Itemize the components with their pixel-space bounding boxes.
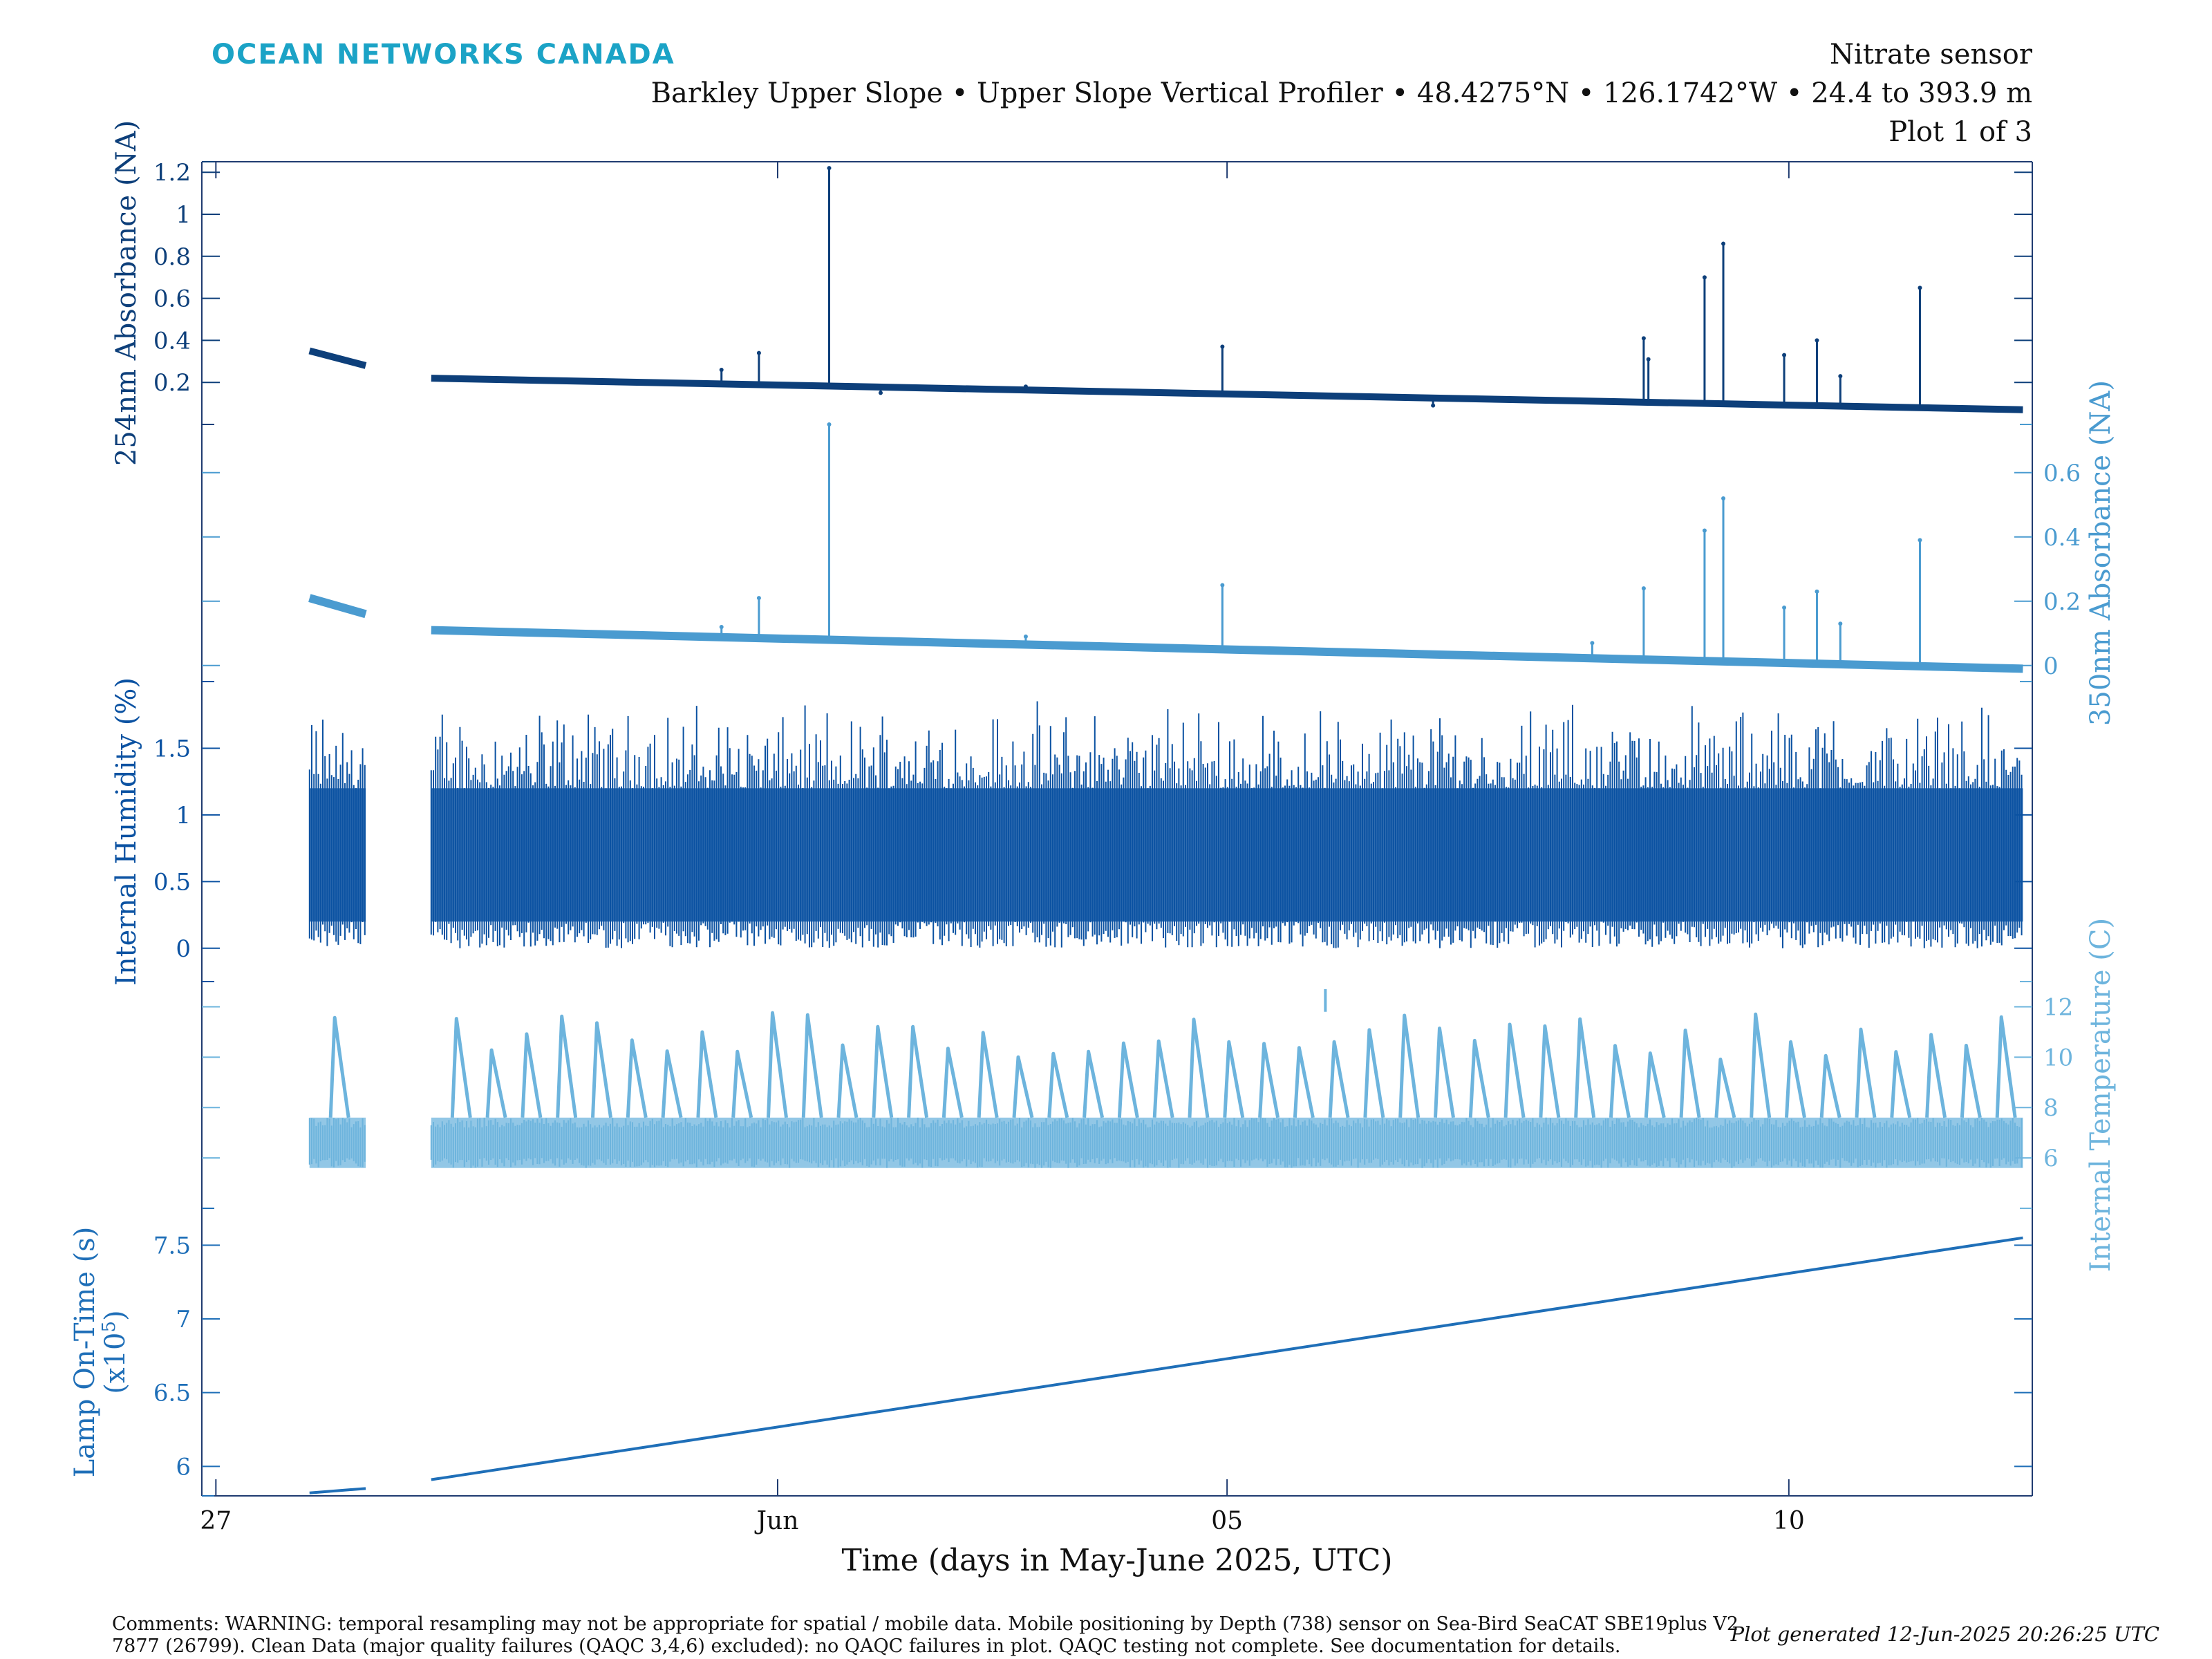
y-tick-label-abs254: 0.6 bbox=[153, 285, 191, 313]
spike-point-abs254 bbox=[827, 166, 832, 171]
spike-point-abs254 bbox=[1641, 336, 1646, 341]
spike-point-abs254 bbox=[1023, 384, 1028, 389]
series-trace-temperature bbox=[308, 1118, 366, 1168]
panel-lamp: 6 6.5 7 7.5 Lamp On-Time (s)(x105) bbox=[69, 1208, 2032, 1497]
spike-point-abs350 bbox=[1815, 589, 1819, 594]
series-trace-temperature bbox=[430, 1117, 2023, 1168]
spike-point-abs254 bbox=[583, 378, 588, 383]
y-tick-label-abs350: 0.2 bbox=[2043, 588, 2081, 616]
y-tick-label-temperature: 10 bbox=[2043, 1044, 2073, 1071]
series-peaks-temperature bbox=[328, 1015, 350, 1118]
y-tick-label-abs254: 1.2 bbox=[153, 159, 191, 187]
panels: 0.2 0.4 0.6 0.8 1 1.2 254nm Absorbance (NA) 0 0.… bbox=[69, 120, 2117, 1497]
y-axis-label-temperature: Internal Temperature (C) bbox=[2085, 918, 2117, 1272]
spike-point-abs254 bbox=[1721, 241, 1726, 246]
x-axis: 27 Jun 05 10 bbox=[200, 162, 1805, 1535]
series-line-abs254 bbox=[308, 347, 367, 369]
x-tick-label: 05 bbox=[1211, 1507, 1243, 1535]
spike-point-abs350 bbox=[1641, 586, 1646, 591]
spike-point-abs254 bbox=[1431, 403, 1436, 408]
y-tick-label-lamp: 7.5 bbox=[153, 1232, 191, 1259]
y-tick-label-abs350: 0 bbox=[2043, 653, 2059, 680]
y-tick-label-abs350: 0.6 bbox=[2043, 460, 2081, 487]
spike-point-abs254 bbox=[1702, 275, 1707, 280]
spike-point-abs350 bbox=[1702, 528, 1707, 533]
chart-title: Nitrate sensor bbox=[1830, 39, 2033, 71]
y-tick-label-temperature: 6 bbox=[2043, 1145, 2059, 1172]
chart-subtitle: Barkley Upper Slope • Upper Slope Vertic… bbox=[651, 77, 2032, 109]
spike-point-abs254 bbox=[1838, 374, 1843, 379]
y-axis-label-humidity: Internal Humidity (%) bbox=[111, 677, 142, 986]
series-trace-humidity bbox=[308, 720, 366, 946]
y-axis-label-abs254: 254nm Absorbance (NA) bbox=[111, 120, 142, 466]
y-tick-label-lamp: 7 bbox=[176, 1306, 191, 1333]
spike-point-abs350 bbox=[719, 624, 724, 629]
series-line-abs254 bbox=[431, 375, 2023, 413]
series-peaks-temperature bbox=[450, 1011, 2017, 1118]
spike-point-abs254 bbox=[1918, 285, 1922, 290]
y-tick-label-abs254: 0.2 bbox=[153, 369, 191, 397]
panel-temperature: 6 8 10 12 Internal Temperature (C) bbox=[202, 918, 2117, 1272]
plot-frame bbox=[201, 161, 2033, 1497]
y-tick-label-abs254: 0.8 bbox=[153, 243, 191, 271]
plot-index: Plot 1 of 3 bbox=[1888, 116, 2032, 148]
spike-point-abs254 bbox=[878, 391, 883, 395]
y-tick-label-abs254: 1 bbox=[176, 201, 191, 229]
spike-point-abs254 bbox=[756, 350, 761, 355]
y-tick-label-temperature: 12 bbox=[2043, 993, 2073, 1021]
spike-point-abs350 bbox=[1023, 634, 1028, 639]
series-line-abs350 bbox=[308, 594, 367, 619]
panel-abs254: 0.2 0.4 0.6 0.8 1 1.2 254nm Absorbance (NA) bbox=[111, 120, 2032, 466]
y-axis-label-multiplier: (x105) bbox=[99, 1310, 131, 1394]
spike-point-abs350 bbox=[1918, 538, 1922, 543]
y-tick-label-humidity: 0.5 bbox=[153, 868, 191, 896]
x-tick-label: Jun bbox=[754, 1507, 799, 1535]
x-tick-label: 27 bbox=[200, 1507, 232, 1535]
spike-point-abs254 bbox=[1646, 357, 1651, 362]
x-axis-label: Time (days in May-June 2025, UTC) bbox=[841, 1543, 1392, 1578]
spike-point-abs350 bbox=[827, 422, 832, 427]
y-tick-label-lamp: 6 bbox=[176, 1453, 191, 1481]
spike-point-abs254 bbox=[1220, 344, 1225, 349]
y-tick-label-lamp: 6.5 bbox=[153, 1380, 191, 1407]
y-tick-label-humidity: 1.5 bbox=[153, 735, 191, 762]
y-tick-label-abs350: 0.4 bbox=[2043, 524, 2081, 552]
comments-line-2: 7877 (26799). Clean Data (major quality … bbox=[112, 1635, 1621, 1657]
series-line-lamp bbox=[309, 1487, 366, 1494]
x-tick-label: 10 bbox=[1773, 1507, 1805, 1535]
spike-point-abs350 bbox=[1220, 583, 1225, 588]
panel-humidity: 0 0.5 1 1.5 Internal Humidity (%) bbox=[111, 677, 2032, 986]
spike-point-abs254 bbox=[1815, 338, 1819, 343]
series-line-lamp bbox=[431, 1236, 2023, 1481]
comments-line-1: Comments: WARNING: temporal resampling m… bbox=[112, 1613, 1738, 1635]
y-tick-label-temperature: 8 bbox=[2043, 1094, 2059, 1122]
y-axis-label-abs350: 350nm Absorbance (NA) bbox=[2085, 380, 2117, 726]
y-axis-label-lamp: Lamp On-Time (s) bbox=[69, 1227, 101, 1478]
spike-point-abs254 bbox=[1122, 391, 1127, 395]
spike-point-abs254 bbox=[1782, 353, 1787, 357]
brand-logo: OCEAN NETWORKS CANADA bbox=[212, 39, 675, 71]
y-tick-label-abs254: 0.4 bbox=[153, 327, 191, 355]
spike-point-abs350 bbox=[1590, 641, 1595, 646]
series-line-abs350 bbox=[431, 626, 2023, 673]
y-tick-label-humidity: 0 bbox=[176, 935, 191, 963]
spike-point-abs350 bbox=[1782, 606, 1787, 610]
spike-point-abs350 bbox=[1721, 496, 1726, 500]
spike-point-abs350 bbox=[756, 596, 761, 601]
series-trace-humidity bbox=[430, 701, 2023, 948]
y-tick-label-humidity: 1 bbox=[176, 802, 191, 830]
spike-point-abs350 bbox=[1838, 621, 1843, 626]
spike-point-abs254 bbox=[719, 367, 724, 372]
panel-abs350: 0 0.2 0.4 0.6 350nm Absorbance (NA) bbox=[202, 380, 2117, 726]
spike-point-abs254 bbox=[1590, 399, 1595, 404]
plot-generated: Plot generated 12-Jun-2025 20:26:25 UTC bbox=[1730, 1622, 2159, 1646]
